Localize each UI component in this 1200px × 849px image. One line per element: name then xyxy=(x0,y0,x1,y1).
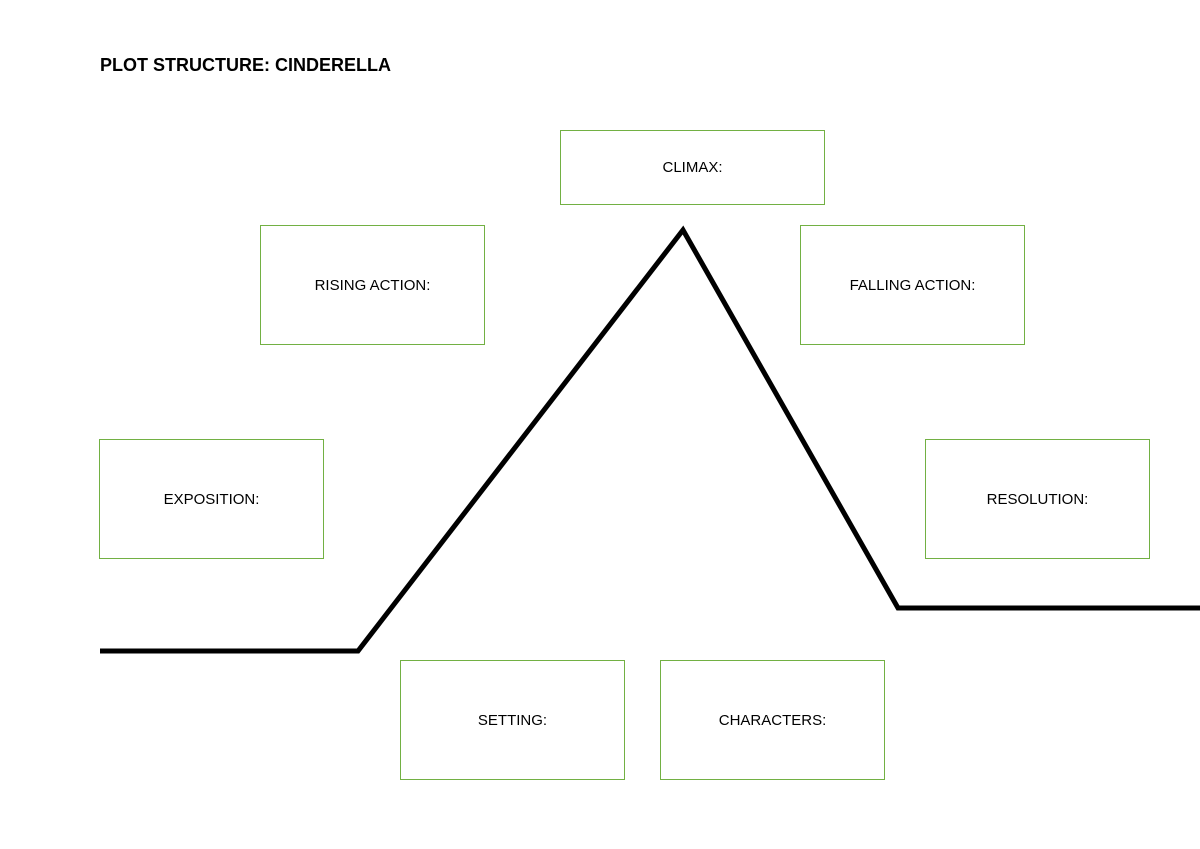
characters-box: CHARACTERS: xyxy=(660,660,885,780)
resolution-label: RESOLUTION: xyxy=(987,491,1089,508)
characters-label: CHARACTERS: xyxy=(719,712,827,729)
falling-action-box: FALLING ACTION: xyxy=(800,225,1025,345)
exposition-label: EXPOSITION: xyxy=(164,491,260,508)
exposition-box: EXPOSITION: xyxy=(99,439,324,559)
falling-action-label: FALLING ACTION: xyxy=(850,277,976,294)
rising-action-label: RISING ACTION: xyxy=(315,277,431,294)
setting-box: SETTING: xyxy=(400,660,625,780)
climax-box: CLIMAX: xyxy=(560,130,825,205)
climax-label: CLIMAX: xyxy=(662,159,722,176)
setting-label: SETTING: xyxy=(478,712,547,729)
resolution-box: RESOLUTION: xyxy=(925,439,1150,559)
rising-action-box: RISING ACTION: xyxy=(260,225,485,345)
